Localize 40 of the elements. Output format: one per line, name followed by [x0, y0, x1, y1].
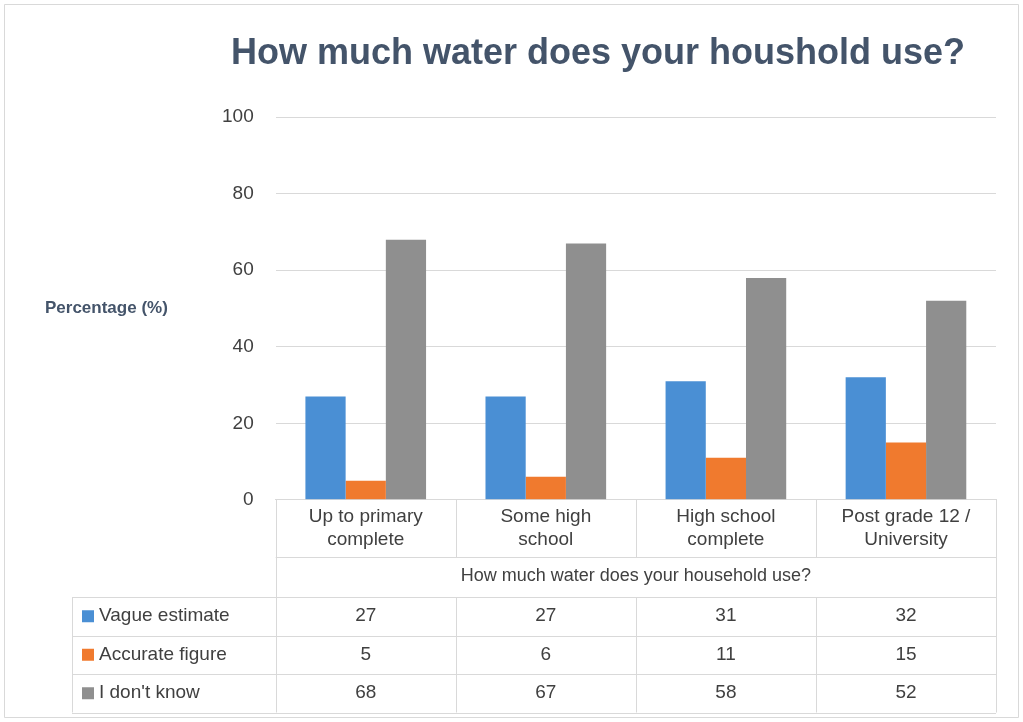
y-tick-label: 80 [232, 181, 254, 203]
data-label: 6 [540, 642, 552, 664]
y-tick-label: 100 [222, 105, 254, 127]
x-tick-label: High school complete [676, 505, 776, 550]
y-tick-label: 0 [243, 488, 254, 510]
data-label: 27 [355, 604, 377, 626]
data-label: 5 [360, 642, 372, 664]
x-tick-label: Some high school [500, 505, 592, 550]
data-label: 32 [895, 604, 917, 626]
bar [525, 476, 566, 500]
bar [305, 396, 346, 500]
bar [345, 480, 386, 500]
x-axis-title: How much water does your household use? [460, 565, 811, 586]
x-tick-label: Up to primary complete [308, 505, 424, 550]
data-label: 27 [535, 604, 557, 626]
y-tick-label: 60 [232, 258, 254, 280]
data-label: 52 [895, 681, 917, 703]
data-label: 67 [535, 681, 557, 703]
y-tick-label: 20 [232, 411, 254, 433]
bar [746, 277, 787, 500]
data-label: 15 [895, 642, 917, 664]
legend-label: I don't know [99, 681, 201, 703]
bar [885, 442, 927, 500]
x-tick-label: Post grade 12 / University [841, 505, 972, 550]
data-label: 58 [715, 681, 737, 703]
data-label: 68 [355, 681, 377, 703]
data-label: 11 [716, 642, 736, 664]
chart-title: How much water does your houshold use? [230, 30, 966, 72]
bar [665, 381, 706, 500]
bar [565, 243, 607, 500]
bar [926, 300, 967, 500]
bar [385, 239, 427, 500]
y-tick-label: 40 [232, 334, 254, 356]
legend-label: Vague estimate [99, 604, 230, 626]
bar [705, 457, 746, 500]
data-label: 31 [715, 604, 737, 626]
y-axis-title: Percentage (%) [45, 298, 168, 318]
bar [845, 377, 886, 500]
bar [485, 396, 526, 500]
legend-label: Accurate figure [99, 642, 227, 664]
